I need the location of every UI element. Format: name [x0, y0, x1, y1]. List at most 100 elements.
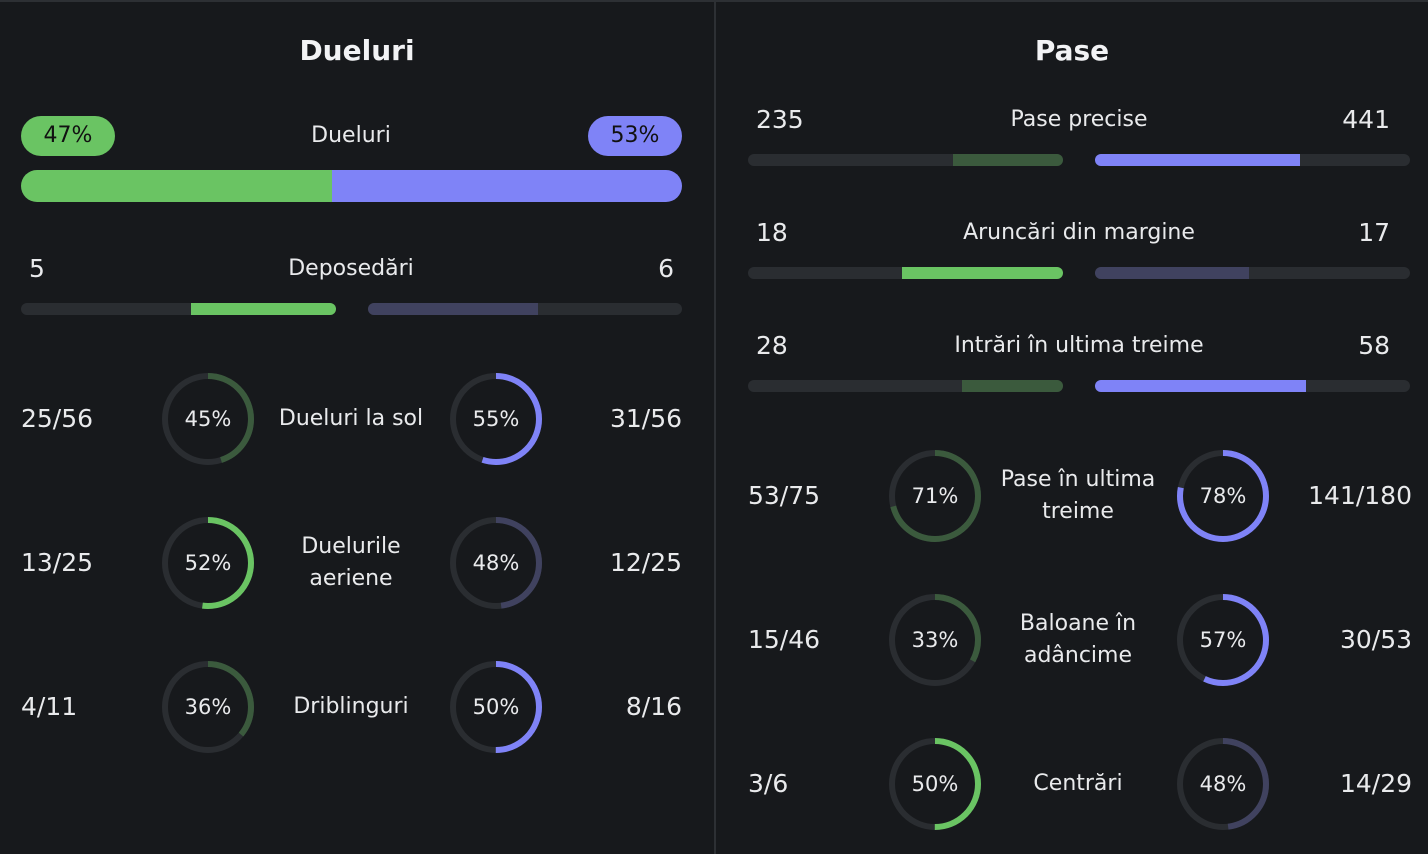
row-1-away-ring: 48% — [448, 515, 544, 611]
row-0-label: Pase în ultima treime — [1000, 467, 1156, 524]
row-0-home-ring: 71% — [887, 448, 983, 544]
away-deposedari-fill — [368, 303, 538, 315]
row-1-away-value: 12/25 — [609, 548, 682, 577]
pass-bar-2-away-value: 58 — [1358, 331, 1390, 360]
row-2-away-ring-arc — [1177, 738, 1269, 830]
row-1-away-ring-arc — [450, 517, 542, 609]
pass-bar-2-home-fill — [962, 380, 1063, 392]
pass-bar-1-away-value: 17 — [1358, 218, 1390, 247]
row-1-away-ring: 57% — [1175, 592, 1271, 688]
pass-bar-0-home-fill — [952, 154, 1063, 166]
row-2-home-value: 4/11 — [21, 692, 78, 721]
duels-label: Dueluri — [311, 123, 391, 148]
away-deposedari-value: 6 — [658, 254, 674, 283]
row-0-home-ring-pct: 45% — [184, 407, 232, 431]
home-deposedari-track — [21, 303, 336, 315]
row-0-home-ring-arc — [162, 373, 254, 465]
row-2-away-ring-chart — [1177, 738, 1269, 830]
row-0-home-ring-pct: 71% — [911, 484, 959, 508]
row-1-home-ring-chart — [889, 594, 981, 686]
pass-bar-0-away-value: 441 — [1342, 105, 1390, 134]
row-2-away-ring: 48% — [1175, 736, 1271, 832]
duels-title: Dueluri — [299, 34, 415, 67]
row-1-home-value: 13/25 — [21, 548, 94, 577]
row-2-home-ring-chart — [162, 661, 254, 753]
row-1-away-value: 30/53 — [1339, 625, 1412, 654]
away-deposedari-track — [368, 303, 682, 315]
row-0-away-ring-chart — [1177, 450, 1269, 542]
row-0-home-value: 25/56 — [21, 404, 94, 433]
pass-bar-2-label: Intrări în ultima treime — [954, 333, 1204, 358]
row-0-away-value: 141/180 — [1308, 481, 1412, 510]
row-0-home-ring-arc — [889, 450, 981, 542]
row-2-away-ring-pct: 48% — [1199, 772, 1247, 796]
row-2-away-value: 14/29 — [1339, 769, 1412, 798]
row-2-away-ring-arc — [450, 661, 542, 753]
pass-bar-1-home-track — [748, 267, 1063, 279]
pass-bar-2-away-fill — [1095, 380, 1307, 392]
pass-bar-1-home-fill — [902, 267, 1063, 279]
row-2-home-ring: 50% — [887, 736, 983, 832]
row-1-home-ring: 52% — [160, 515, 256, 611]
row-2-away-ring-pct: 50% — [472, 695, 520, 719]
home-duels-pct-badge: 47% — [21, 116, 115, 156]
row-0-away-ring: 78% — [1175, 448, 1271, 544]
row-1-home-ring-arc — [162, 517, 254, 609]
home-duels-share — [21, 170, 332, 202]
row-2-home-ring-chart — [889, 738, 981, 830]
row-1-home-ring-chart — [162, 517, 254, 609]
pass-bar-1-away-fill — [1095, 267, 1250, 279]
row-1-away-ring-pct: 57% — [1199, 628, 1247, 652]
row-2-label: Driblinguri — [293, 694, 409, 719]
pass-bar-1-label: Aruncări din margine — [963, 220, 1195, 245]
pass-bar-0-home-track — [748, 154, 1063, 166]
passes-title: Pase — [1034, 34, 1110, 67]
row-1-home-ring: 33% — [887, 592, 983, 688]
row-1-home-ring-arc — [889, 594, 981, 686]
row-0-home-value: 53/75 — [748, 481, 821, 510]
pass-bar-2-home-track — [748, 380, 1063, 392]
pass-bar-0-home-value: 235 — [756, 105, 804, 134]
home-deposedari-value: 5 — [29, 254, 45, 283]
row-1-away-ring-chart — [1177, 594, 1269, 686]
row-0-away-value: 31/56 — [609, 404, 682, 433]
row-2-home-ring: 36% — [160, 659, 256, 755]
duels-share-bar — [21, 170, 682, 202]
panel-divider — [714, 2, 716, 854]
row-1-home-value: 15/46 — [748, 625, 821, 654]
pass-bar-0-label: Pase precise — [1010, 107, 1148, 132]
pass-bar-0-away-track — [1095, 154, 1410, 166]
row-2-away-value: 8/16 — [625, 692, 682, 721]
away-duels-pct-badge: 53% — [588, 116, 682, 156]
row-0-home-ring-chart — [162, 373, 254, 465]
row-0-away-ring-pct: 78% — [1199, 484, 1247, 508]
row-2-home-value: 3/6 — [748, 769, 789, 798]
row-0-home-ring: 45% — [160, 371, 256, 467]
row-0-label: Dueluri la sol — [278, 406, 424, 431]
home-deposedari-fill — [191, 303, 336, 315]
row-0-away-ring: 55% — [448, 371, 544, 467]
row-2-away-ring: 50% — [448, 659, 544, 755]
row-0-home-ring-chart — [889, 450, 981, 542]
row-0-away-ring-arc — [1177, 450, 1269, 542]
pass-bar-1-away-track — [1095, 267, 1410, 279]
row-0-away-ring-pct: 55% — [472, 407, 520, 431]
row-1-away-ring-chart — [450, 517, 542, 609]
deposedari-label: Deposedări — [288, 256, 414, 281]
row-2-label: Centrări — [1033, 771, 1123, 796]
row-1-away-ring-arc — [1177, 594, 1269, 686]
away-duels-share — [331, 170, 682, 202]
pass-bar-2-away-track — [1095, 380, 1410, 392]
row-1-home-ring-pct: 52% — [184, 551, 232, 575]
row-1-away-ring-pct: 48% — [472, 551, 520, 575]
row-1-home-ring-pct: 33% — [911, 628, 959, 652]
pass-bar-2-home-value: 28 — [756, 331, 788, 360]
row-0-away-ring-chart — [450, 373, 542, 465]
pass-bar-1-home-value: 18 — [756, 218, 788, 247]
row-2-home-ring-pct: 50% — [911, 772, 959, 796]
row-2-home-ring-pct: 36% — [184, 695, 232, 719]
row-1-label: Duelurile aeriene — [301, 534, 401, 591]
pass-bar-0-away-fill — [1095, 154, 1300, 166]
row-0-away-ring-arc — [450, 373, 542, 465]
